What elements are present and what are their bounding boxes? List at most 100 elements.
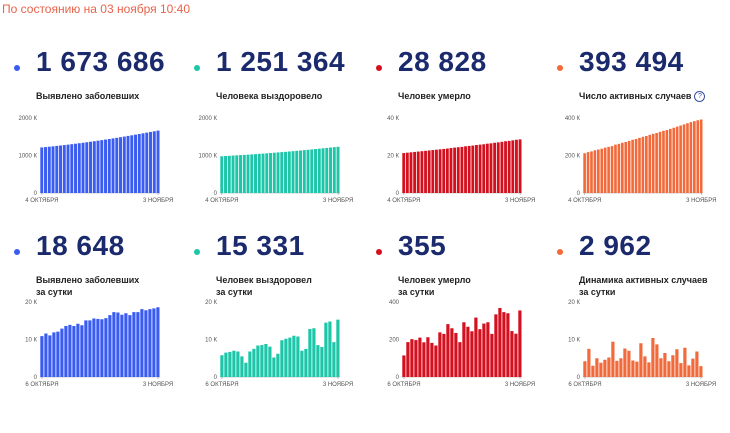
bar <box>614 144 617 193</box>
bar <box>254 154 257 193</box>
bar <box>475 145 478 193</box>
y-tick-label: 0 <box>214 191 218 197</box>
bar <box>80 325 84 377</box>
bar <box>96 318 100 377</box>
bar <box>260 345 264 377</box>
bar <box>431 150 435 193</box>
stat-card: 355 Человек умерло за сутки 400 200 0 6 ОКТЯБР… <box>362 222 537 422</box>
bar <box>482 323 486 377</box>
stat-label: Человек умерло <box>398 90 471 102</box>
y-tick-label: 0 <box>214 375 218 381</box>
bar <box>422 342 426 377</box>
stat-value: 1 251 364 <box>216 46 346 77</box>
bar <box>658 131 662 193</box>
stat-card: 1 673 686 Выявлено заболевших 2000 К 1000 К… <box>0 38 175 238</box>
bar <box>280 152 284 193</box>
bar <box>464 146 467 193</box>
bar <box>595 358 599 377</box>
y-tick-label: 20 К <box>568 300 580 306</box>
bar <box>679 125 682 193</box>
bar <box>100 140 104 193</box>
bar <box>623 348 627 377</box>
bar <box>641 136 645 193</box>
bar <box>586 152 590 193</box>
bar <box>77 143 81 193</box>
bar <box>446 324 450 377</box>
bar <box>659 358 663 377</box>
bar <box>430 342 434 377</box>
bar <box>276 152 280 193</box>
bar <box>336 146 340 193</box>
y-tick-label: 400 К <box>565 116 581 122</box>
stat-value: 18 648 <box>36 230 125 261</box>
y-tick-label: 0 <box>396 375 400 381</box>
bar <box>410 339 414 377</box>
bar <box>418 337 422 377</box>
bar <box>136 312 140 377</box>
bar <box>671 355 675 377</box>
bar <box>119 137 122 193</box>
y-tick-label: 40 К <box>387 116 399 122</box>
bar <box>502 312 506 377</box>
y-tick-label: 10 К <box>205 338 217 344</box>
y-tick-label: 0 <box>34 191 38 197</box>
stat-value: 355 <box>398 230 447 261</box>
bar <box>687 365 691 377</box>
bar <box>328 321 332 377</box>
bar <box>236 351 240 377</box>
bar <box>635 361 639 377</box>
bar <box>302 150 306 193</box>
bar <box>453 147 457 193</box>
bar <box>424 150 427 193</box>
bar <box>130 135 134 193</box>
bar <box>486 322 490 377</box>
help-icon[interactable]: ? <box>694 91 706 103</box>
bar <box>56 331 60 377</box>
stat-label-line2: за сутки <box>216 287 253 297</box>
bar <box>518 310 522 377</box>
stat-value: 28 828 <box>398 46 487 77</box>
bar <box>683 347 687 377</box>
bar <box>600 148 604 193</box>
bar <box>478 329 482 377</box>
bar <box>88 320 92 377</box>
bar <box>662 130 665 193</box>
x-end-label: 3 НОЯБРЯ <box>505 198 535 204</box>
bar <box>648 134 652 193</box>
bar <box>462 322 466 377</box>
bar <box>474 317 478 377</box>
bar <box>96 140 100 193</box>
bar <box>460 146 464 193</box>
bar <box>321 148 325 193</box>
bar <box>583 361 587 377</box>
y-tick-label: 0 <box>577 191 581 197</box>
bar <box>292 335 296 377</box>
stat-label-line1: Человек умерло <box>398 91 471 101</box>
bar <box>269 153 272 193</box>
stat-label-line1: Выявлено заболевших <box>36 275 140 285</box>
stat-card: 18 648 Выявлено заболевших за сутки 20 К 10 … <box>0 222 175 422</box>
bar <box>111 138 115 193</box>
series-dot <box>14 249 20 255</box>
bar-chart: 20 К 10 К 06 ОКТЯБРЯ 3 НОЯБРЯ <box>568 300 716 388</box>
bar <box>314 149 317 193</box>
bar-chart: 2000 К 1000 К 04 ОКТЯБРЯ 3 НОЯБРЯ <box>18 116 173 204</box>
bar <box>466 326 470 377</box>
y-tick-label: 200 <box>389 338 400 344</box>
x-start-label: 4 ОКТЯБРЯ <box>25 198 58 204</box>
bar <box>456 147 460 193</box>
bar <box>490 333 494 377</box>
bar <box>686 123 689 193</box>
stat-card: 2 962 Динамика активных случаев за сутки 20… <box>543 222 718 422</box>
bar <box>317 148 321 193</box>
bar <box>655 344 659 377</box>
bar <box>250 154 254 193</box>
bar <box>47 146 51 193</box>
bar <box>284 338 288 377</box>
series-dot <box>376 65 382 71</box>
stat-label-line1: Число активных случаев <box>579 91 692 101</box>
x-end-label: 3 НОЯБРЯ <box>505 382 535 388</box>
x-end-label: 3 НОЯБРЯ <box>143 198 173 204</box>
bar <box>699 119 703 193</box>
bar <box>92 141 96 193</box>
